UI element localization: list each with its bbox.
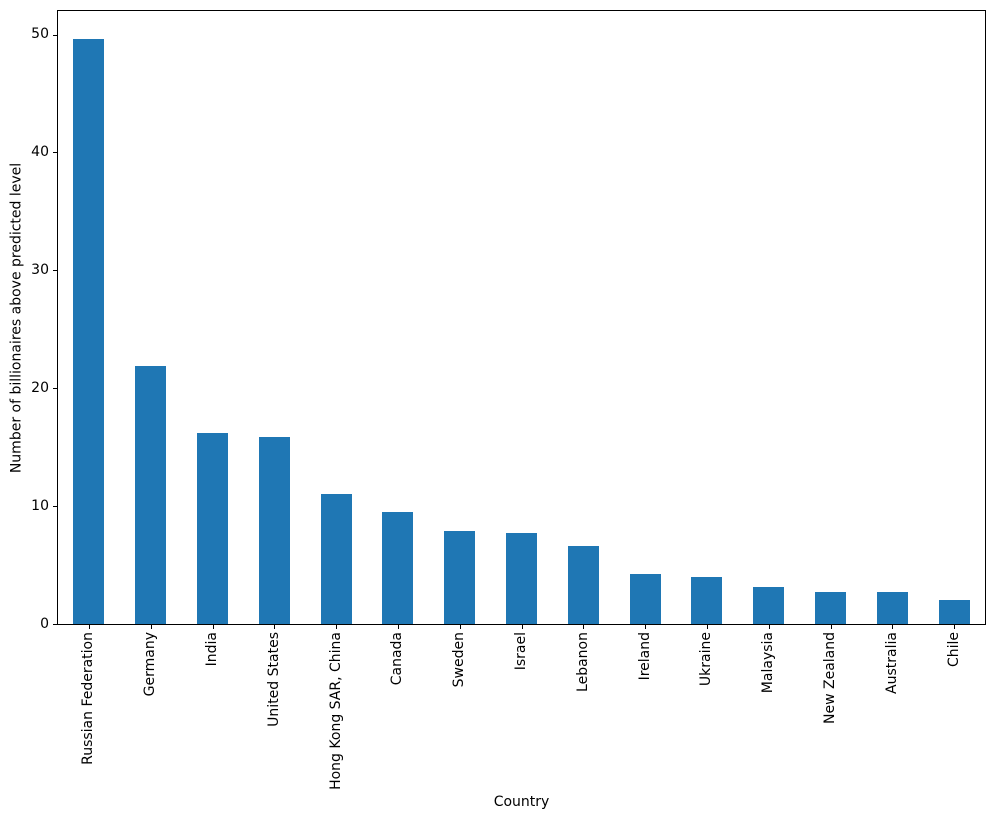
x-tick-mark bbox=[645, 625, 647, 629]
x-tick-mark bbox=[88, 625, 90, 629]
y-tick-label: 20 bbox=[31, 379, 49, 396]
y-tick-mark bbox=[53, 270, 57, 272]
x-tick-label: Malaysia bbox=[760, 632, 777, 694]
bar bbox=[135, 365, 167, 624]
x-axis-title: Country bbox=[493, 794, 550, 810]
bar bbox=[320, 494, 352, 624]
x-tick-mark bbox=[397, 625, 399, 629]
bar bbox=[382, 512, 414, 624]
x-tick-mark bbox=[830, 625, 832, 629]
bar bbox=[815, 591, 846, 624]
y-axis-title: Number of billionaires above predicted l… bbox=[8, 162, 25, 474]
bar bbox=[629, 573, 661, 624]
y-tick-mark bbox=[53, 34, 57, 36]
bar bbox=[506, 532, 537, 624]
x-tick-label: India bbox=[204, 632, 220, 667]
x-tick-label: Chile bbox=[945, 632, 962, 668]
x-tick-label: Canada bbox=[389, 632, 406, 686]
bar bbox=[444, 530, 476, 624]
x-tick-label: United States bbox=[265, 632, 282, 727]
y-tick-mark bbox=[53, 624, 57, 625]
x-tick-mark bbox=[706, 625, 708, 629]
x-tick-mark bbox=[212, 625, 214, 629]
x-tick-mark bbox=[521, 625, 523, 629]
x-tick-mark bbox=[459, 625, 461, 629]
x-tick-label: Russian Federation bbox=[80, 632, 97, 765]
y-tick-label: 50 bbox=[31, 26, 49, 43]
bar bbox=[753, 587, 785, 624]
x-tick-label: Israel bbox=[513, 632, 529, 671]
x-tick-mark bbox=[336, 625, 338, 629]
x-tick-mark bbox=[583, 625, 585, 629]
x-tick-label: Ukraine bbox=[698, 632, 715, 687]
y-tick-label: 0 bbox=[40, 615, 49, 632]
x-tick-mark bbox=[274, 625, 276, 629]
x-tick-label: Ireland bbox=[636, 632, 653, 681]
bar bbox=[73, 39, 105, 624]
x-tick-mark bbox=[150, 625, 152, 629]
x-tick-label: Hong Kong SAR, China bbox=[327, 632, 344, 790]
x-tick-mark bbox=[768, 625, 770, 629]
y-tick-mark bbox=[53, 506, 57, 508]
x-tick-label: Sweden bbox=[451, 632, 468, 688]
bar bbox=[567, 546, 599, 624]
bar bbox=[691, 576, 723, 624]
bar bbox=[938, 600, 970, 624]
bar bbox=[258, 436, 290, 624]
bar bbox=[876, 592, 908, 624]
bar bbox=[197, 433, 228, 624]
y-tick-label: 10 bbox=[31, 497, 49, 514]
y-tick-label: 40 bbox=[31, 143, 49, 160]
x-tick-label: Lebanon bbox=[574, 632, 591, 692]
x-tick-label: New Zealand bbox=[822, 632, 838, 724]
y-tick-label: 30 bbox=[31, 261, 49, 278]
x-tick-label: Germany bbox=[142, 632, 159, 697]
plot-area bbox=[57, 10, 986, 625]
y-tick-mark bbox=[53, 388, 57, 390]
x-tick-label: Australia bbox=[883, 632, 900, 694]
x-tick-mark bbox=[892, 625, 894, 629]
x-tick-mark bbox=[954, 625, 956, 629]
y-tick-mark bbox=[53, 152, 57, 154]
